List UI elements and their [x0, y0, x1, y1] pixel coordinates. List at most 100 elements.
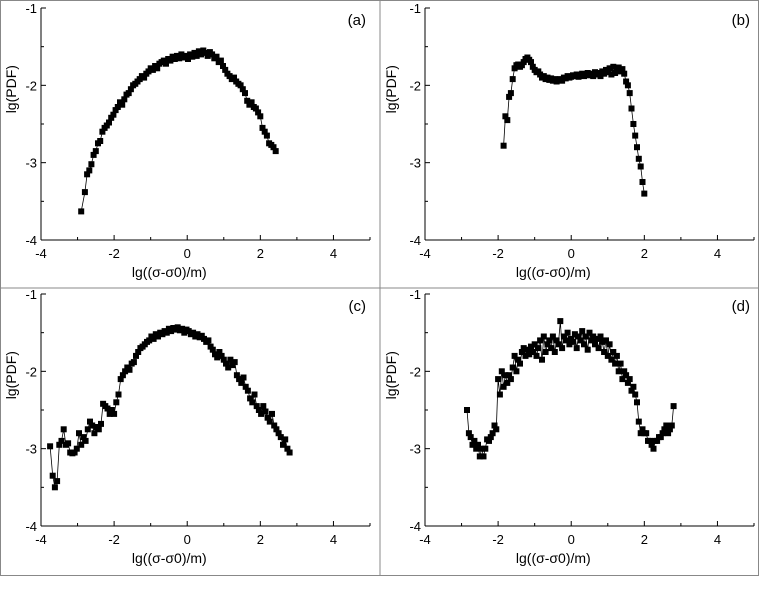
- data-point: [566, 341, 573, 348]
- panel-a: -4 -3 -2 -1 -4 -2 0 2 4 lg((σ-σ0)/m) lg(PDF) (a): [3, 1, 371, 280]
- x-tick-label: -4: [419, 532, 431, 547]
- data-point: [661, 426, 668, 433]
- data-point: [540, 333, 547, 340]
- x-tick-label: 2: [257, 532, 264, 547]
- data-point: [641, 190, 648, 197]
- data-point: [597, 73, 604, 80]
- data-point: [108, 114, 115, 121]
- data-point: [601, 70, 608, 77]
- data-point: [209, 51, 216, 58]
- data-point: [509, 76, 516, 83]
- data-point: [528, 59, 534, 66]
- data-point: [80, 434, 87, 441]
- data-point: [269, 410, 275, 417]
- data-point: [639, 426, 646, 433]
- data-point: [529, 349, 536, 355]
- data-point: [553, 337, 560, 344]
- x-tick-label: -2: [492, 246, 504, 261]
- data-point: [87, 418, 93, 425]
- data-point: [654, 437, 661, 444]
- x-axis-label: lg((σ-σ0)/m): [132, 264, 207, 280]
- data-point: [163, 329, 170, 336]
- data-point: [247, 395, 254, 402]
- data-point: [108, 407, 115, 413]
- data-point: [575, 333, 582, 340]
- data-point: [524, 346, 531, 353]
- data-point: [198, 332, 205, 339]
- data-point: [122, 368, 129, 375]
- x-tick-label: 0: [184, 246, 191, 261]
- data-point: [615, 64, 622, 71]
- data-point: [628, 387, 635, 394]
- data-point: [480, 453, 487, 460]
- x-tick-label: 2: [257, 246, 264, 261]
- data-point: [207, 343, 214, 350]
- data-point: [590, 333, 597, 340]
- data-point: [650, 445, 657, 452]
- data-point: [78, 441, 85, 448]
- data-point: [104, 405, 111, 412]
- data-point: [220, 356, 227, 363]
- x-tick-label: 4: [330, 532, 337, 547]
- data-point: [559, 345, 566, 352]
- x-axis-label: lg((σ-σ0)/m): [132, 550, 207, 566]
- data-point: [98, 420, 104, 427]
- data-point: [95, 426, 102, 433]
- data-point: [258, 410, 265, 417]
- data-point: [90, 151, 97, 158]
- data-point: [475, 441, 481, 448]
- data-point: [163, 60, 169, 67]
- y-tick-label: -3: [25, 156, 37, 171]
- data-point: [599, 338, 606, 345]
- data-point: [178, 51, 185, 58]
- data-point: [663, 422, 670, 429]
- data-point: [465, 430, 472, 437]
- data-point: [117, 376, 124, 383]
- panel-label: (b): [732, 12, 750, 29]
- data-point: [634, 144, 640, 151]
- data-point: [617, 360, 624, 367]
- data-point: [623, 78, 630, 85]
- data-point: [176, 55, 183, 62]
- data-point: [88, 161, 95, 168]
- data-point: [149, 66, 156, 73]
- data-point: [557, 318, 564, 325]
- data-point: [603, 337, 609, 344]
- data-point: [253, 403, 260, 410]
- data-point: [65, 440, 72, 447]
- panel-c: -4 -3 -2 -1 -4 -2 0 2 4 lg((σ-σ0)/m) lg(PDF) (c): [3, 287, 371, 566]
- x-tick-label: 0: [184, 532, 191, 547]
- data-point: [511, 65, 518, 72]
- y-tick-label: -1: [409, 287, 421, 302]
- x-tick-label: 4: [714, 532, 721, 547]
- data-point: [559, 77, 566, 84]
- data-point: [502, 372, 509, 379]
- data-point: [194, 331, 201, 338]
- data-point: [496, 391, 503, 398]
- data-point: [273, 426, 280, 433]
- data-point: [515, 356, 522, 363]
- data-point: [584, 346, 591, 353]
- data-point: [233, 372, 240, 379]
- data-point: [471, 437, 478, 444]
- data-point: [539, 356, 545, 363]
- data-point: [181, 329, 188, 336]
- data-point: [227, 356, 234, 363]
- data-point: [112, 107, 119, 114]
- data-point: [54, 478, 61, 485]
- data-point: [231, 359, 238, 366]
- data-point: [643, 430, 650, 437]
- data-point: [506, 93, 513, 100]
- data-point: [261, 128, 268, 135]
- data-point: [106, 119, 112, 126]
- x-axis-label: lg((σ-σ0)/m): [516, 264, 591, 280]
- data-point: [239, 86, 246, 93]
- data-point: [637, 430, 644, 437]
- data-point: [145, 68, 152, 75]
- data-point: [167, 57, 174, 64]
- data-point: [529, 63, 536, 70]
- data-point: [619, 376, 626, 383]
- data-point: [548, 345, 555, 352]
- data-point: [592, 341, 598, 348]
- data-point: [621, 70, 628, 77]
